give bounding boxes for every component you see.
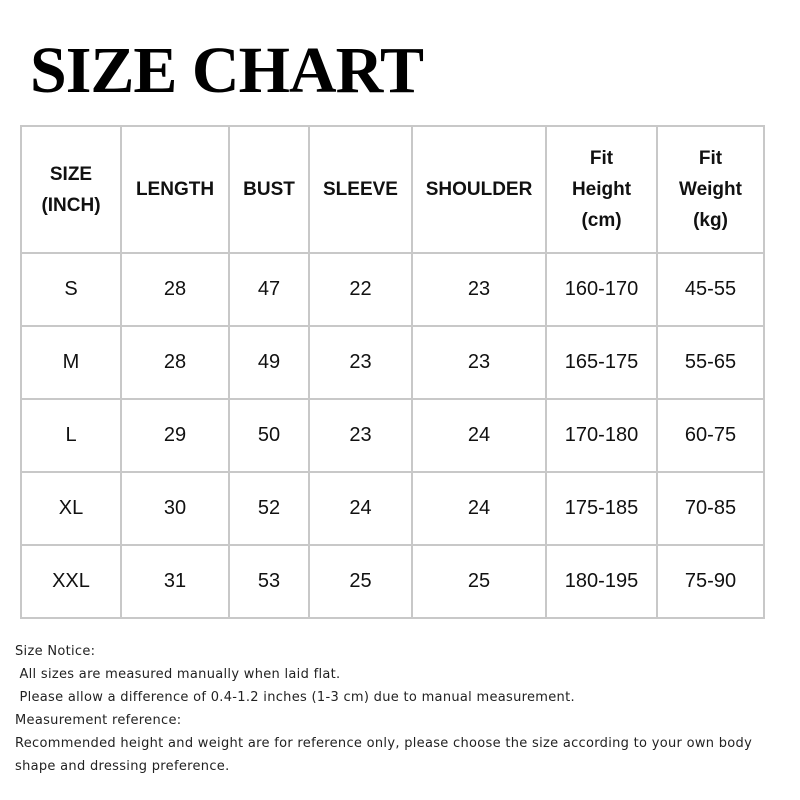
table-cell: 24 xyxy=(411,471,547,546)
table-cell: 160-170 xyxy=(545,252,658,327)
size-label-cell: L xyxy=(20,398,122,473)
table-cell: 24 xyxy=(308,471,413,546)
table-cell: 25 xyxy=(411,544,547,619)
column-header: LENGTH xyxy=(120,125,230,254)
size-label-cell: S xyxy=(20,252,122,327)
column-header: Fit Height (cm) xyxy=(545,125,658,254)
column-header: SLEEVE xyxy=(308,125,413,254)
table-header-row: SIZE (INCH) LENGTH BUST SLEEVE SHOULDER Fit Hei… xyxy=(20,125,765,254)
table-cell: 31 xyxy=(120,544,230,619)
table-cell: 180-195 xyxy=(545,544,658,619)
table-cell: 30 xyxy=(120,471,230,546)
table-cell: 165-175 xyxy=(545,325,658,400)
table-row: XXL 31 53 25 25 180-195 75-90 xyxy=(20,544,765,619)
table-cell: 22 xyxy=(308,252,413,327)
table-cell: 50 xyxy=(228,398,310,473)
column-header-line: Height xyxy=(571,179,632,200)
table-cell: 175-185 xyxy=(545,471,658,546)
column-header-line: (kg) xyxy=(693,210,728,231)
column-header-line: (INCH) xyxy=(41,194,101,216)
table-cell: 55-65 xyxy=(656,325,765,400)
column-header-line: Fit xyxy=(698,148,723,169)
table-cell: 24 xyxy=(411,398,547,473)
column-header-line: Fit xyxy=(589,148,614,169)
page-title: SIZE CHART xyxy=(30,34,424,107)
note-line: Please allow a difference of 0.4-1.2 inc… xyxy=(15,690,575,705)
note-line: All sizes are measured manually when lai… xyxy=(15,667,341,682)
table-cell: 28 xyxy=(120,252,230,327)
table-cell: 170-180 xyxy=(545,398,658,473)
note-line: Recommended height and weight are for re… xyxy=(15,736,757,774)
column-header-line: Weight xyxy=(679,179,742,200)
note-line: Size Notice: xyxy=(15,644,96,659)
table-row: M 28 49 23 23 165-175 55-65 xyxy=(20,325,765,400)
table-cell: 23 xyxy=(411,252,547,327)
table-cell: 60-75 xyxy=(656,398,765,473)
column-header-line: LENGTH xyxy=(135,179,215,200)
column-header: BUST xyxy=(228,125,310,254)
table-cell: 23 xyxy=(308,325,413,400)
table-row: S 28 47 22 23 160-170 45-55 xyxy=(20,252,765,327)
size-label-cell: XXL xyxy=(20,544,122,619)
table-cell: 28 xyxy=(120,325,230,400)
table-cell: 23 xyxy=(411,325,547,400)
table-row: L 29 50 23 24 170-180 60-75 xyxy=(20,398,765,473)
size-notes: Size Notice: All sizes are measured manu… xyxy=(15,640,775,778)
table-cell: 23 xyxy=(308,398,413,473)
size-table: SIZE (INCH) LENGTH BUST SLEEVE SHOULDER Fit Hei… xyxy=(20,125,765,619)
column-header: Fit Weight (kg) xyxy=(656,125,765,254)
column-header: SHOULDER xyxy=(411,125,547,254)
column-header-line: SLEEVE xyxy=(323,179,398,200)
table-cell: 29 xyxy=(120,398,230,473)
table-cell: 53 xyxy=(228,544,310,619)
column-header-line: (cm) xyxy=(581,210,622,231)
column-header: SIZE (INCH) xyxy=(20,125,122,254)
table-cell: 75-90 xyxy=(656,544,765,619)
size-label-cell: M xyxy=(20,325,122,400)
table-row: XL 30 52 24 24 175-185 70-85 xyxy=(20,471,765,546)
table-cell: 45-55 xyxy=(656,252,765,327)
column-header-line: SHOULDER xyxy=(425,179,533,200)
table-cell: 70-85 xyxy=(656,471,765,546)
table-cell: 49 xyxy=(228,325,310,400)
table-cell: 52 xyxy=(228,471,310,546)
table-cell: 25 xyxy=(308,544,413,619)
note-line: Measurement reference: xyxy=(15,713,182,728)
table-cell: 47 xyxy=(228,252,310,327)
size-label-cell: XL xyxy=(20,471,122,546)
column-header-line: SIZE xyxy=(49,163,93,185)
column-header-line: BUST xyxy=(243,179,295,200)
